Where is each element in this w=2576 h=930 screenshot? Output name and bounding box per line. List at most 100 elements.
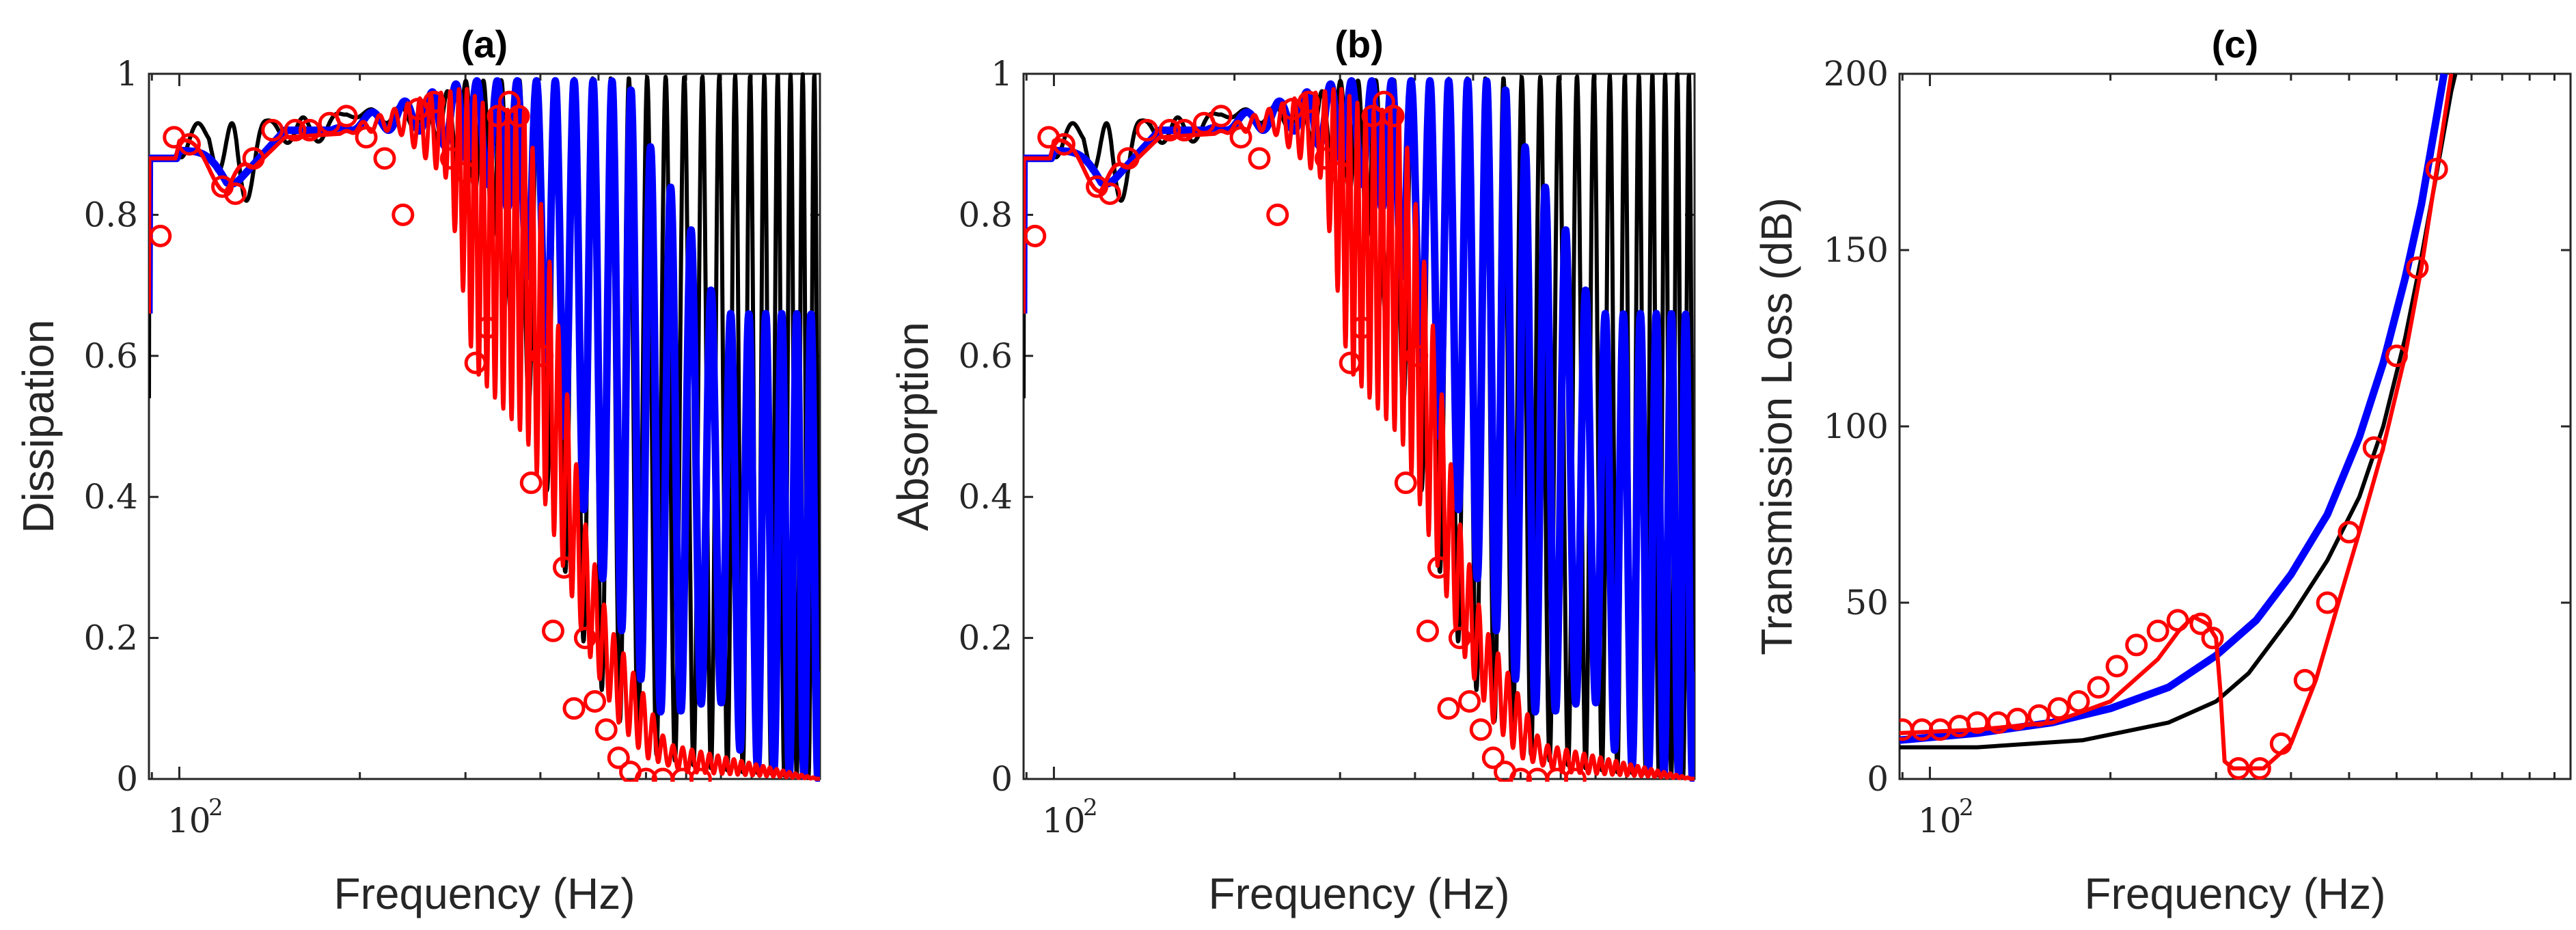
panel-b-y-ticks: 0 0.2 0.4 0.6 0.8 1	[958, 54, 1695, 799]
series-red-marker	[2067, 689, 2090, 713]
y-tick-label: 0.4	[83, 477, 138, 517]
series-red-marker	[607, 746, 630, 769]
series-red-marker	[2047, 697, 2070, 720]
series-red-marker	[2189, 612, 2212, 635]
series-red-marker	[1173, 119, 1196, 142]
series-red-marker	[1458, 689, 1481, 713]
series-red-marker	[1481, 746, 1505, 769]
series-red-marker	[298, 119, 321, 142]
panel-c-x-tick-label: 10 2	[1918, 794, 1974, 840]
panel-c-y-ticks: 0 50 100 150 200	[1824, 54, 2571, 799]
series-red-marker	[1314, 147, 1337, 170]
series-red-marker	[454, 161, 477, 184]
series-red-marker	[2146, 619, 2169, 642]
series-red-marker	[2269, 732, 2292, 755]
series-red-marker	[1339, 351, 1362, 374]
series-red-marker	[1086, 175, 1109, 198]
series-red-marker	[519, 471, 543, 495]
panel-a-ylabel: Dissipation	[14, 319, 63, 533]
y-tick-label: 0.2	[83, 618, 138, 658]
y-tick-label: 0.8	[958, 195, 1013, 234]
series-red-marker	[373, 147, 396, 170]
series-red-marker	[2006, 707, 2029, 730]
y-tick-label: 150	[1824, 230, 1889, 270]
y-tick-label: 0.2	[958, 618, 1013, 658]
series-red-marker	[507, 105, 530, 128]
panel-b-xlabel: Frequency (Hz)	[1209, 869, 1510, 918]
series-red-marker	[1406, 344, 1429, 368]
panel-c-x-tick-base: 10	[1918, 801, 1962, 840]
series-blue-line	[1900, 73, 2448, 744]
panel-c-plot-area	[1900, 73, 2458, 780]
series-red-marker	[2105, 655, 2128, 678]
series-red-marker	[261, 119, 284, 142]
y-tick-label: 0.4	[958, 477, 1013, 517]
panel-a-title: (a)	[461, 23, 508, 66]
series-red-marker	[242, 147, 265, 170]
series-red-marker	[1437, 697, 1460, 720]
series-red-marker	[1416, 619, 1439, 642]
series-red-marker	[1469, 718, 1492, 741]
panel-b: (b) Frequency (Hz) Absorption 10 2 00.20…	[888, 23, 1696, 918]
y-tick-label: 50	[1845, 583, 1889, 623]
series-red-marker	[1052, 133, 1075, 156]
series-red-marker	[284, 119, 307, 142]
series-red-marker	[2362, 436, 2385, 459]
panel-c-x-ticks	[1901, 74, 2556, 779]
series-red-marker	[1382, 105, 1405, 128]
series-red-marker	[2338, 521, 2361, 544]
series-red-marker	[531, 344, 554, 368]
series-red-marker	[1328, 161, 1352, 184]
y-tick-label: 0	[991, 759, 1013, 799]
series-red-marker	[1394, 471, 1417, 495]
y-tick-label: 0.8	[83, 195, 138, 234]
panel-a-x-tick-base: 10	[167, 801, 211, 840]
series-red-marker	[2201, 627, 2224, 650]
panel-b-axes-box	[1022, 72, 1696, 780]
panel-a: (a) Frequency (Hz) Dissipation 10 2 0 0.2…	[14, 23, 821, 918]
series-red-marker	[439, 147, 463, 170]
series-red-marker	[355, 126, 378, 149]
panel-c-x-tick-exponent: 2	[1959, 794, 1974, 821]
series-red-marker	[1350, 316, 1373, 340]
series-red-line	[1024, 87, 1695, 781]
series-red-marker	[2227, 757, 2250, 780]
series-red-marker	[335, 105, 358, 128]
series-red-marker	[2316, 591, 2339, 614]
series-red-marker	[2425, 157, 2448, 180]
series-red-marker	[1229, 126, 1252, 149]
series-red-marker	[2248, 757, 2271, 780]
series-red-marker	[211, 175, 234, 198]
series-red-marker	[178, 133, 201, 156]
series-red-marker	[392, 203, 415, 226]
series-red-marker	[1427, 556, 1450, 579]
series-red-marker	[464, 351, 487, 374]
series-red-marker	[634, 767, 657, 782]
panel-c-title: (c)	[2212, 23, 2258, 66]
panel-b-plot-area	[1024, 72, 1695, 782]
series-red-marker	[1448, 627, 1471, 650]
panel-a-plot-area	[149, 72, 820, 782]
panel-b-series	[1024, 72, 1695, 782]
panel-c-xlabel: Frequency (Hz)	[2085, 869, 2386, 918]
panel-b-x-tick-exponent: 2	[1083, 794, 1098, 821]
y-tick-label: 0.6	[83, 336, 138, 376]
series-red-marker	[1136, 119, 1159, 142]
y-tick-label: 0.6	[958, 336, 1013, 376]
panel-a-axes-box	[148, 72, 821, 780]
series-red-marker	[1248, 147, 1271, 170]
series-red-marker	[689, 767, 712, 782]
series-red-marker	[1158, 119, 1181, 142]
panel-b-title: (b)	[1334, 23, 1384, 66]
series-red-marker	[2293, 669, 2316, 692]
series-red-marker	[1209, 105, 1233, 128]
series-red-marker	[1266, 203, 1289, 226]
series-red-marker	[422, 90, 446, 113]
series-red-marker	[1966, 711, 1989, 734]
series-red-marker	[1024, 224, 1047, 247]
panel-c-ylabel: Transmission Loss (dB)	[1752, 197, 1801, 655]
series-red-marker	[1509, 767, 1532, 782]
panel-b-x-tick-label: 10 2	[1042, 794, 1098, 840]
panel-c-series	[1900, 73, 2458, 780]
